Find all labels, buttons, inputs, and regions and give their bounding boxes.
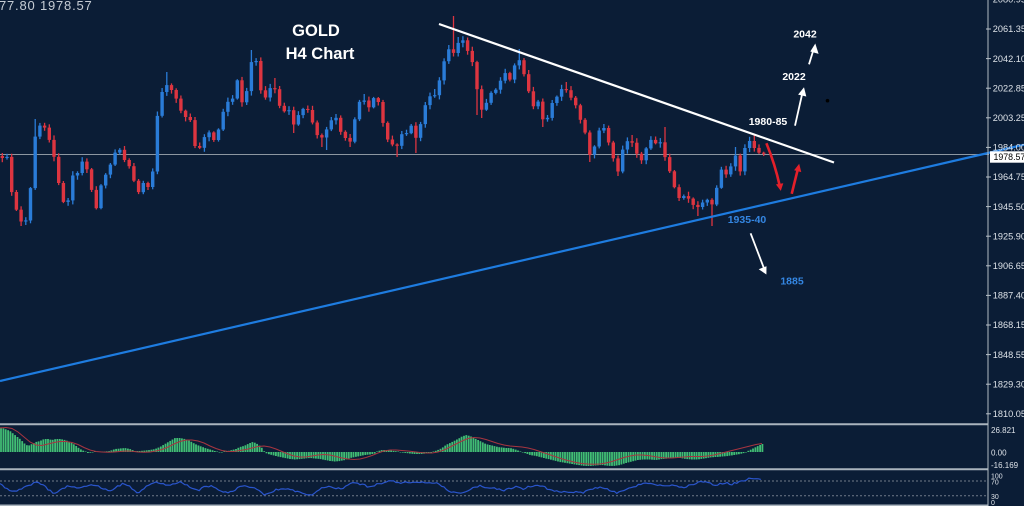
svg-text:77.80 1978.57: 77.80 1978.57 — [0, 0, 93, 13]
svg-text:30: 30 — [991, 494, 999, 501]
svg-text:1810.05: 1810.05 — [993, 409, 1024, 419]
svg-text:1868.15: 1868.15 — [993, 320, 1024, 330]
svg-text:2042.10: 2042.10 — [993, 54, 1024, 64]
svg-text:1906.65: 1906.65 — [993, 261, 1024, 271]
svg-text:1978.57: 1978.57 — [994, 152, 1024, 162]
svg-text:GOLD: GOLD — [292, 22, 340, 40]
svg-text:1945.50: 1945.50 — [993, 202, 1024, 212]
svg-text:1980-85: 1980-85 — [749, 116, 788, 128]
svg-text:1925.90: 1925.90 — [993, 231, 1024, 241]
svg-text:2022.85: 2022.85 — [993, 83, 1024, 93]
svg-text:1848.55: 1848.55 — [993, 350, 1024, 360]
svg-text:1935-40: 1935-40 — [728, 214, 767, 226]
svg-text:1885: 1885 — [780, 276, 804, 288]
svg-text:0.00: 0.00 — [991, 449, 1007, 458]
svg-text:1984.00: 1984.00 — [993, 143, 1024, 153]
svg-text:100: 100 — [991, 474, 1003, 481]
svg-text:70: 70 — [991, 480, 999, 487]
svg-text:0: 0 — [991, 500, 995, 506]
svg-text:2022: 2022 — [782, 71, 806, 83]
svg-text:2061.35: 2061.35 — [993, 24, 1024, 34]
svg-text:2003.25: 2003.25 — [993, 113, 1024, 123]
svg-text:2080.95: 2080.95 — [993, 0, 1024, 5]
svg-text:H4 Chart: H4 Chart — [286, 45, 355, 63]
svg-text:1964.75: 1964.75 — [993, 172, 1024, 182]
svg-text:26.821: 26.821 — [991, 426, 1016, 435]
svg-text:-16.169: -16.169 — [991, 461, 1019, 470]
svg-text:1829.30: 1829.30 — [993, 379, 1024, 389]
svg-text:1887.40: 1887.40 — [993, 291, 1024, 301]
svg-text:2042: 2042 — [793, 29, 817, 41]
